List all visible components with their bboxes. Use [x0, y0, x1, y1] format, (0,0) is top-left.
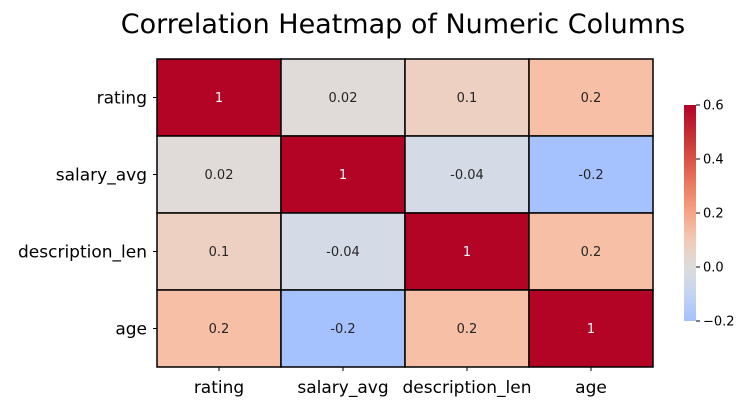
heatmap-cell [156, 58, 282, 137]
x-tick-label: description_len [403, 378, 532, 398]
heatmap-cell [528, 135, 654, 214]
colorbar-tick-label: 0.6 [703, 99, 724, 114]
y-tick-label: rating [97, 89, 147, 109]
heatmap-cell [280, 212, 406, 291]
heatmap-cell-label: 1 [587, 322, 595, 337]
heatmap-cell-label: 0.1 [457, 91, 478, 106]
heatmap-cell-label: 0.2 [581, 91, 602, 106]
heatmap-cell-label: 0.02 [329, 91, 358, 106]
heatmap-cell [280, 135, 406, 214]
heatmap-cell [528, 58, 654, 137]
colorbar-tick-label: 0.2 [703, 207, 724, 222]
heatmap-cell-label: -0.2 [330, 322, 355, 337]
y-tick-label: age [115, 320, 147, 340]
heatmap-cell-label: 0.2 [457, 322, 478, 337]
heatmap-cell-label: 0.1 [209, 245, 230, 260]
heatmap-cell-label: -0.04 [326, 245, 360, 260]
colorbar-gradient [684, 105, 696, 321]
heatmap-cell-label: 1 [339, 168, 347, 183]
colorbar-tick-label: 0.0 [703, 261, 724, 276]
heatmap-cell-label: -0.2 [578, 168, 603, 183]
y-tick-label: description_len [18, 243, 147, 263]
heatmap-cell-label: 0.02 [205, 168, 234, 183]
heatmap-cell [528, 212, 654, 291]
heatmap-cell [528, 289, 654, 368]
x-tick-label: salary_avg [297, 378, 388, 398]
heatmap-cell [280, 58, 406, 137]
colorbar: −0.2 0.0 0.2 0.4 0.6 [684, 99, 735, 330]
heatmap-cell-label: 1 [463, 245, 471, 260]
heatmap-cell-label: 0.2 [209, 322, 230, 337]
colorbar-tick-label: 0.4 [703, 153, 724, 168]
y-tick-label: salary_avg [56, 166, 147, 186]
chart-title: Correlation Heatmap of Numeric Columns [121, 9, 685, 40]
heatmap-cell-label: 1 [215, 91, 223, 106]
heatmap-cell [280, 289, 406, 368]
x-tick-label: rating [194, 378, 244, 398]
colorbar-tick-label: −0.2 [703, 315, 735, 330]
heatmap-cell-label: -0.04 [450, 168, 484, 183]
heatmap-axis-labels: ratingsalary_avgdescription_lenagerating… [18, 89, 607, 399]
heatmap-cells: 1 0.02 0.1 0.2 0.02 1 -0.04 -0.2 0.1 -0.04 1 0.2 0.2… [156, 58, 654, 368]
heatmap-cell-label: 0.2 [581, 245, 602, 260]
x-tick-label: age [575, 378, 607, 398]
heatmap-cell [404, 58, 530, 137]
